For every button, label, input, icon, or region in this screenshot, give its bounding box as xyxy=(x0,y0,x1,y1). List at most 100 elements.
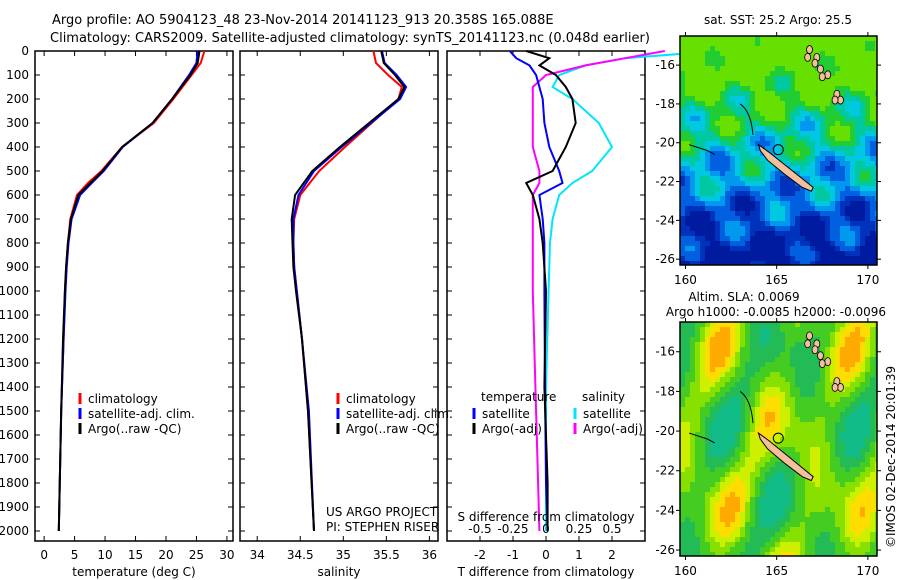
map-cell xyxy=(755,116,761,122)
map-cell xyxy=(860,36,866,42)
map-cell xyxy=(780,402,786,408)
map-cell xyxy=(685,527,691,533)
map-cell xyxy=(780,337,786,343)
map-cell xyxy=(870,81,876,87)
map-cell xyxy=(795,171,801,177)
map-cell xyxy=(795,231,801,237)
map-cell xyxy=(735,347,741,353)
map-cell xyxy=(805,126,811,132)
map-cell xyxy=(765,462,771,468)
map-cell xyxy=(685,397,691,403)
map-cell xyxy=(865,382,871,388)
map-cell xyxy=(850,261,856,266)
map-cell xyxy=(700,337,706,343)
map-cell xyxy=(805,161,811,167)
map-cell xyxy=(865,241,871,247)
map-cell xyxy=(680,141,686,147)
map-cell xyxy=(685,196,691,202)
map-cell xyxy=(775,136,781,142)
map-cell xyxy=(750,81,756,87)
map-cell xyxy=(720,131,726,137)
map-cell xyxy=(820,181,826,187)
map-cell xyxy=(745,121,751,127)
map-cell xyxy=(805,507,811,513)
map-cell xyxy=(705,417,711,423)
map-cell xyxy=(700,46,706,52)
map-cell xyxy=(820,261,826,266)
map-cell xyxy=(725,437,731,443)
map-cell xyxy=(735,246,741,252)
map-cell xyxy=(810,337,816,343)
map-cell xyxy=(825,81,831,87)
map-cell xyxy=(720,387,726,393)
map-cell xyxy=(725,542,731,548)
map-cell xyxy=(770,372,776,378)
map-cell xyxy=(695,482,701,488)
map-cell xyxy=(750,407,756,413)
map-cell xyxy=(850,136,856,142)
map-cell xyxy=(855,216,861,222)
map-cell xyxy=(790,116,796,122)
map-cell xyxy=(865,512,871,518)
map-cell xyxy=(770,417,776,423)
map-cell xyxy=(755,66,761,72)
map-cell xyxy=(810,352,816,358)
map-cell xyxy=(845,432,851,438)
map-cell xyxy=(875,472,878,478)
map-cell xyxy=(715,332,721,338)
map-cell xyxy=(750,377,756,383)
map-cell xyxy=(835,201,841,207)
map-cell xyxy=(680,437,686,443)
map-cell xyxy=(810,221,816,227)
map-cell xyxy=(855,407,861,413)
map-cell xyxy=(805,512,811,518)
map-cell xyxy=(710,171,716,177)
map-cell xyxy=(840,166,846,172)
map-cell xyxy=(805,382,811,388)
map-cell xyxy=(820,101,826,107)
map-cell xyxy=(725,186,731,192)
map-cell xyxy=(715,392,721,398)
map-cell xyxy=(735,372,741,378)
map-cell xyxy=(760,181,766,187)
map-cell xyxy=(780,347,786,353)
map-cell xyxy=(810,377,816,383)
map-cell xyxy=(855,377,861,383)
map-cell xyxy=(725,246,731,252)
map-cell xyxy=(745,497,751,503)
map-cell xyxy=(730,76,736,82)
map-cell xyxy=(840,477,846,483)
map-cell xyxy=(730,131,736,137)
map-cell xyxy=(680,41,686,47)
map-cell xyxy=(735,161,741,167)
map-cell xyxy=(850,482,856,488)
map-cell xyxy=(810,552,816,557)
map-cell xyxy=(705,41,711,47)
map-cell xyxy=(715,106,721,112)
map-cell xyxy=(865,492,871,498)
map-cell xyxy=(765,417,771,423)
map-cell xyxy=(730,357,736,363)
map-cell xyxy=(740,322,746,328)
map-cell xyxy=(825,342,831,348)
map-cell xyxy=(840,156,846,162)
map-cell xyxy=(765,236,771,242)
map-cell xyxy=(745,146,751,152)
map-cell xyxy=(685,347,691,353)
map-cell xyxy=(875,56,878,62)
map-cell xyxy=(730,91,736,97)
map-cell xyxy=(685,322,691,328)
map-cell xyxy=(800,166,806,172)
map-cell xyxy=(770,407,776,413)
map-cell xyxy=(710,477,716,483)
map-cell xyxy=(840,256,846,262)
map-cell xyxy=(730,56,736,62)
island xyxy=(817,351,824,361)
map-cell xyxy=(760,517,766,523)
map-cell xyxy=(690,397,696,403)
map-cell xyxy=(825,36,831,42)
map-cell xyxy=(870,146,876,152)
map-cell xyxy=(865,517,871,523)
map-cell xyxy=(725,452,731,458)
map-cell xyxy=(760,66,766,72)
